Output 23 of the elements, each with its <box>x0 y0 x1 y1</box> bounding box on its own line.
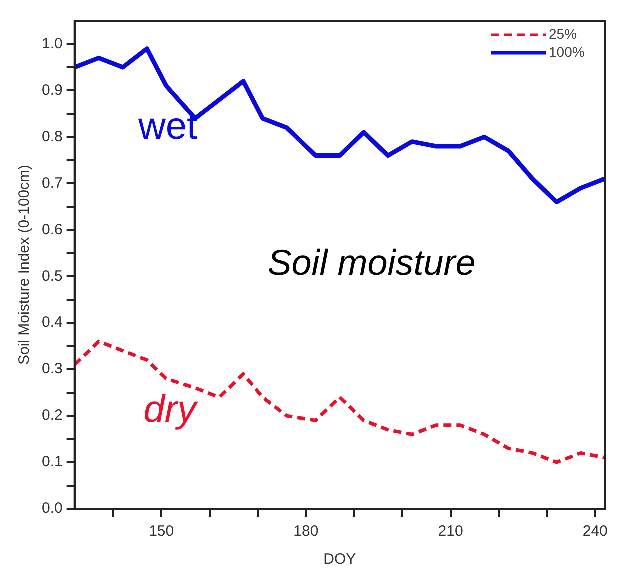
annotation: dry <box>144 388 199 431</box>
y-tick-label: 0.2 <box>42 407 63 424</box>
y-tick-label: 0.1 <box>42 454 63 471</box>
y-tick-label: 0.0 <box>42 500 63 518</box>
y-tick-label: 0.5 <box>42 268 63 285</box>
legend-label: 25% <box>549 26 578 42</box>
y-tick-label: 0.6 <box>42 221 63 238</box>
x-tick-label: 150 <box>149 523 174 540</box>
annotation: wet <box>137 106 198 148</box>
y-tick-label: 1.0 <box>42 35 63 52</box>
x-tick-label: 240 <box>582 523 608 540</box>
y-tick-label: 0.4 <box>42 314 63 332</box>
y-tick-label: 0.8 <box>42 128 63 146</box>
legend-label: 100% <box>549 44 585 60</box>
y-tick-label: 0.3 <box>42 360 63 378</box>
line-series <box>74 340 605 464</box>
x-tick-label: 210 <box>438 523 464 540</box>
x-axis-title: DOY <box>324 551 356 568</box>
x-tick-label: 180 <box>294 523 319 540</box>
y-tick-label: 0.9 <box>42 82 63 99</box>
y-tick-label: 0.7 <box>42 174 63 192</box>
y-axis-title: Soil Moisture Index (0-100cm) <box>16 164 34 366</box>
annotation: Soil moisture <box>268 242 476 284</box>
